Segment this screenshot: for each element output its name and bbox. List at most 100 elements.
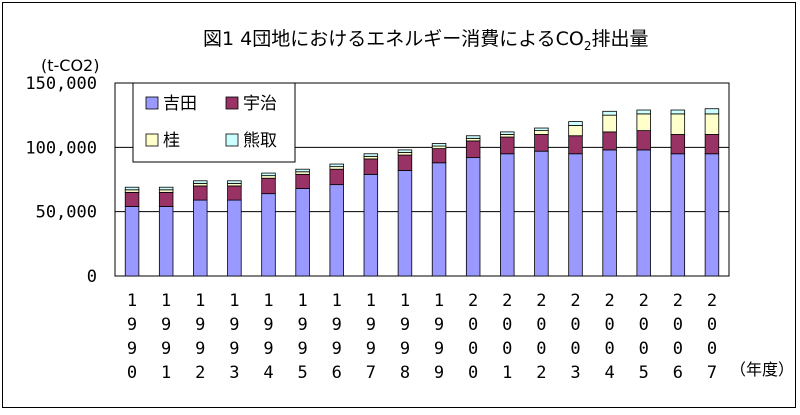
legend: 吉田 宇治桂 熊取: [132, 82, 296, 163]
chart-title-main: 図1 4団地におけるエネルギー消費によるCO: [203, 28, 584, 50]
x-axis-ticks: 1 9 9 0 1 9 9 1 1 9 9 2 1 9 9 3 1 9 9 4 1 9 9 5 1 9 9 6 1 9 9 7 1 9 9 8 1 9 9 9…: [127, 291, 717, 383]
bar-segment-2000-熊取: [465, 135, 481, 139]
legend-label-吉田: 吉田: [163, 94, 197, 114]
legend-label-宇治: 宇治: [243, 94, 277, 114]
y-axis-ticks: 150,000 100,000 50,000 0: [25, 74, 97, 287]
bar-segment-1996-熊取: [329, 163, 344, 168]
bar-segment-1997-宇治: [363, 158, 379, 175]
bar-segment-1991-吉田: [158, 206, 174, 277]
bar-segment-2001-宇治: [500, 136, 515, 155]
bar-segment-1996-宇治: [329, 168, 344, 186]
bar-segment-2003-吉田: [568, 153, 583, 277]
bar-segment-2004-宇治: [602, 131, 617, 151]
bar-segment-2002-宇治: [534, 134, 549, 152]
bar-segment-1991-宇治: [158, 191, 174, 207]
legend-swatch-吉田: [145, 96, 159, 110]
bar-segment-1994-宇治: [261, 177, 276, 195]
bar-segment-2004-吉田: [602, 149, 617, 277]
bar-segment-2003-桂: [568, 125, 583, 137]
bar-segment-1992-熊取: [193, 180, 208, 184]
bar-segment-1994-吉田: [261, 193, 276, 277]
bar-segment-2006-熊取: [670, 109, 686, 115]
bar-segment-2004-桂: [602, 114, 617, 133]
bar-segment-2000-宇治: [465, 140, 481, 159]
bar-segment-1997-吉田: [363, 173, 379, 277]
bar-segment-1992-吉田: [193, 199, 208, 277]
bar-segment-1998-熊取: [397, 149, 413, 153]
bar-segment-2001-吉田: [500, 153, 515, 277]
bar-segment-1993-吉田: [227, 199, 242, 277]
bar-segment-1997-熊取: [363, 153, 379, 157]
bar-segment-2005-熊取: [636, 109, 651, 115]
bar-segment-2001-熊取: [500, 131, 515, 135]
y-axis-unit-label: (t-CO2): [41, 56, 99, 75]
bar-segment-2007-桂: [704, 113, 720, 135]
bar-segment-2006-宇治: [670, 134, 686, 155]
bar-segment-1993-宇治: [227, 185, 242, 201]
chart-frame: 図1 4団地におけるエネルギー消費によるCO2排出量 (t-CO2) 150,0…: [2, 2, 796, 408]
bar-segment-2005-桂: [636, 113, 651, 132]
bar-segment-1990-宇治: [124, 191, 140, 207]
bar-segment-2007-吉田: [704, 153, 720, 277]
legend-label-熊取: 熊取: [243, 131, 277, 151]
bar-segment-1995-宇治: [295, 173, 310, 189]
y-tick-label: 150,000: [25, 74, 97, 94]
bar-segment-1992-宇治: [193, 185, 208, 201]
bar-segment-1999-吉田: [431, 162, 447, 277]
bar-segment-1998-宇治: [397, 154, 413, 171]
legend-swatch-宇治: [225, 96, 239, 110]
bar-segment-2007-宇治: [704, 134, 720, 155]
bar-segment-1999-宇治: [431, 148, 447, 164]
legend-label-桂: 桂: [163, 131, 180, 151]
bar-segment-2002-桂: [534, 130, 549, 135]
bar-segment-1999-熊取: [431, 143, 447, 147]
bar-segment-2005-宇治: [636, 130, 651, 151]
bar-segment-2002-吉田: [534, 150, 549, 277]
bar-segment-1995-吉田: [295, 188, 310, 277]
bar-segment-2007-熊取: [704, 108, 720, 115]
legend-box: [132, 82, 296, 163]
bar-segment-1991-熊取: [158, 186, 174, 191]
y-tick-label: 50,000: [36, 203, 97, 223]
legend-swatch-桂: [145, 133, 159, 147]
bar-segment-1996-吉田: [329, 184, 344, 277]
chart-canvas: 図1 4団地におけるエネルギー消費によるCO2排出量 (t-CO2) 150,0…: [25, 28, 794, 383]
bars: [124, 108, 720, 277]
bar-segment-2005-吉田: [636, 149, 651, 277]
chart-title-subscript: 2: [584, 39, 592, 53]
bar-segment-1995-熊取: [295, 168, 310, 173]
bar-segment-2003-宇治: [568, 135, 583, 155]
bar-segment-2006-吉田: [670, 153, 686, 277]
bar-segment-1990-熊取: [124, 186, 140, 191]
bar-segment-2000-吉田: [465, 157, 481, 277]
y-tick-label: 0: [87, 267, 97, 287]
bar-segment-1993-熊取: [227, 180, 242, 184]
x-axis-label: （年度）: [730, 360, 794, 379]
chart-title: 図1 4団地におけるエネルギー消費によるCO2排出量: [203, 28, 649, 53]
bar-segment-2006-桂: [670, 113, 686, 135]
chart-title-tail: 排出量: [592, 28, 649, 50]
bar-segment-1998-吉田: [397, 170, 413, 277]
y-tick-label: 100,000: [25, 138, 97, 158]
bar-segment-2003-熊取: [568, 121, 583, 126]
bar-segment-2004-熊取: [602, 110, 617, 116]
bar-segment-1990-吉田: [124, 206, 140, 277]
